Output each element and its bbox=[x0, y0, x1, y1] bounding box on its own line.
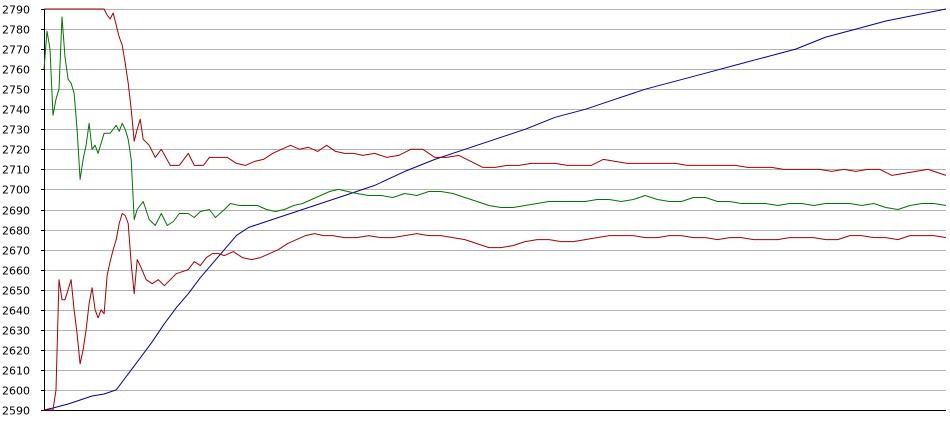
series-line-4 bbox=[44, 213, 947, 411]
axes bbox=[41, 9, 946, 411]
y-tick-labels: 2590 2600 2610 2620 2630 2640 2650 2660 2670 2680… bbox=[2, 4, 30, 418]
y-tick-label: 2750 bbox=[2, 84, 30, 97]
y-tick-label: 2660 bbox=[2, 265, 30, 278]
y-tick-label: 2790 bbox=[2, 4, 30, 17]
y-tick-label: 2670 bbox=[2, 245, 30, 258]
y-tick-label: 2770 bbox=[2, 44, 30, 57]
series-lines bbox=[43, 8, 947, 411]
y-tick-label: 2730 bbox=[2, 124, 30, 137]
y-tick-label: 2740 bbox=[2, 104, 30, 117]
series-line-1 bbox=[43, 8, 947, 411]
y-tick-label: 2690 bbox=[2, 205, 30, 218]
series-line-3 bbox=[43, 16, 947, 226]
y-tick-label: 2590 bbox=[2, 405, 30, 418]
y-tick-label: 2600 bbox=[2, 385, 30, 398]
y-tick-label: 2780 bbox=[2, 24, 30, 37]
y-tick-label: 2720 bbox=[2, 144, 30, 157]
y-tick-label: 2680 bbox=[2, 225, 30, 238]
y-tick-label: 2640 bbox=[2, 305, 30, 318]
y-tick-label: 2760 bbox=[2, 64, 30, 77]
y-tick-label: 2620 bbox=[2, 345, 30, 358]
y-tick-label: 2630 bbox=[2, 325, 30, 338]
y-tick-label: 2610 bbox=[2, 365, 30, 378]
grid-lines bbox=[44, 9, 946, 411]
y-tick-label: 2700 bbox=[2, 184, 30, 197]
series-line-2 bbox=[44, 8, 947, 176]
y-tick-label: 2650 bbox=[2, 285, 30, 298]
y-tick-label: 2710 bbox=[2, 164, 30, 177]
